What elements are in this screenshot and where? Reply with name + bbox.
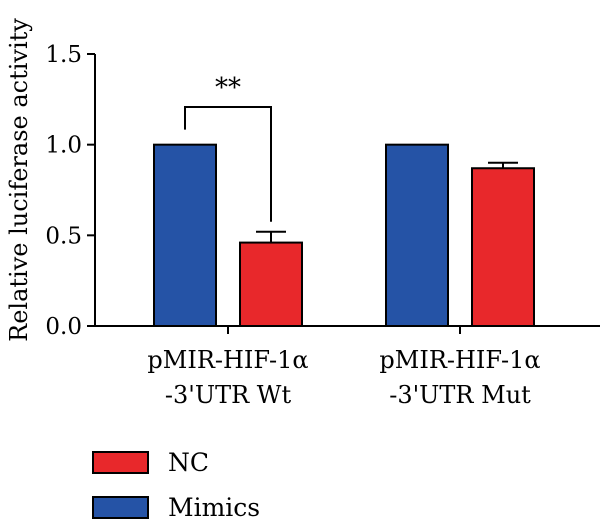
legend-swatch-nc	[92, 451, 149, 474]
bar-nc	[471, 167, 535, 327]
x-tick-label: -3'UTR Mut	[389, 381, 531, 409]
y-tick-label: 0.0	[45, 314, 82, 340]
y-axis-label: Relative luciferase activity	[5, 18, 33, 342]
legend: NC Mimics	[92, 448, 260, 522]
x-tick-label: pMIR-HIF-1α	[379, 346, 540, 374]
x-tick-label: -3'UTR Wt	[165, 381, 292, 409]
bar-nc	[239, 241, 303, 327]
y-tick-label: 1.0	[45, 133, 82, 159]
bar-mimics	[153, 143, 217, 327]
significance-label: **	[215, 73, 241, 103]
x-tick-label: pMIR-HIF-1α	[147, 346, 308, 374]
legend-label-mimics: Mimics	[168, 493, 260, 522]
bars	[153, 143, 535, 327]
legend-swatch-mimics	[92, 496, 149, 519]
legend-label-nc: NC	[168, 448, 209, 477]
bar-mimics	[385, 143, 449, 327]
y-tick-label: 1.5	[45, 42, 82, 68]
y-tick-label: 0.5	[45, 223, 82, 249]
significance-bracket	[184, 106, 272, 222]
annotations: **	[184, 73, 272, 222]
axes: 0.0 0.5 1.0 1.5 Relative luciferase activity…	[5, 18, 600, 409]
